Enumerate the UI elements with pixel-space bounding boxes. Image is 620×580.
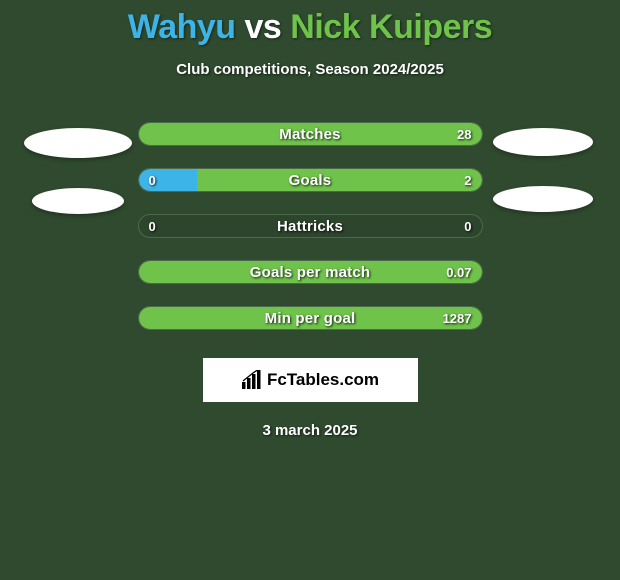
- vs-text: vs: [245, 8, 282, 46]
- bar-label: Goals: [139, 169, 482, 191]
- bar-label: Goals per match: [139, 261, 482, 283]
- bar-label: Min per goal: [139, 307, 482, 329]
- brand-text: FcTables.com: [267, 370, 379, 390]
- comparison-card: Wahyu vs Nick Kuipers Club competitions,…: [0, 0, 620, 580]
- brand-box[interactable]: FcTables.com: [203, 358, 418, 402]
- bar-value-left: 0: [149, 169, 156, 191]
- chart-area: Matches28Goals02Hattricks00Goals per mat…: [0, 122, 620, 330]
- bar-value-right: 0: [464, 215, 471, 237]
- player-avatar: [493, 186, 593, 212]
- stat-bar: Hattricks0 0: [138, 214, 483, 238]
- bar-label: Matches: [139, 123, 482, 145]
- player-avatar: [24, 128, 132, 158]
- stat-bar: Min per goal1287: [138, 306, 483, 330]
- stat-bar: Matches28: [138, 122, 483, 146]
- stat-bars: Matches28Goals02Hattricks00Goals per mat…: [138, 122, 483, 330]
- bar-value-right: 1287: [443, 307, 472, 329]
- player2-name: Nick Kuipers: [290, 8, 492, 46]
- player-avatar: [32, 188, 124, 214]
- right-avatar-column: [483, 122, 603, 212]
- stat-bar: Goals per match0.07: [138, 260, 483, 284]
- bar-value-right: 0.07: [446, 261, 471, 283]
- date-line: 3 march 2025: [262, 422, 357, 439]
- left-avatar-column: [18, 122, 138, 214]
- page-title: Wahyu vs Nick Kuipers: [128, 8, 492, 47]
- bar-value-left: 0: [149, 215, 156, 237]
- stat-bar: Goals0 2: [138, 168, 483, 192]
- subtitle: Club competitions, Season 2024/2025: [176, 61, 444, 78]
- bars-chart-icon: [241, 370, 263, 390]
- bar-value-right: 28: [457, 123, 471, 145]
- bar-value-right: 2: [464, 169, 471, 191]
- player-avatar: [493, 128, 593, 156]
- player1-name: Wahyu: [128, 8, 236, 46]
- brand-logo: FcTables.com: [241, 370, 379, 390]
- bar-label: Hattricks: [139, 215, 482, 237]
